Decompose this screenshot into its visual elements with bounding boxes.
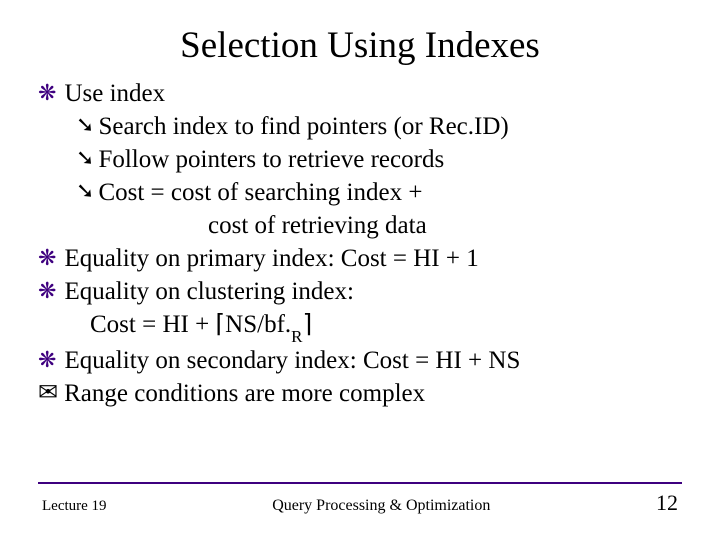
slide-title-wrap: Selection Using Indexes xyxy=(38,24,682,67)
text-eq-clustering-cost-a: Cost = HI + ⌈NS/bf. xyxy=(90,311,291,338)
arrow-down-right-icon: ➘ xyxy=(76,110,94,141)
footer-left: Lecture 19 xyxy=(42,498,107,515)
text-search-index: Search index to find pointers (or Rec.ID… xyxy=(98,110,508,143)
asterisk-icon: ❋ xyxy=(38,77,56,109)
text-eq-secondary: Equality on secondary index: Cost = HI +… xyxy=(64,344,520,377)
slide-title: Selection Using Indexes xyxy=(180,25,540,66)
slide-footer: Lecture 19 Query Processing & Optimizati… xyxy=(0,482,720,516)
text-use-index: Use index xyxy=(64,77,165,110)
cost-continuation: cost of retrieving data xyxy=(38,209,682,242)
bullet-use-index: ❋ Use index xyxy=(38,77,682,110)
bullet-eq-secondary: ❋ Equality on secondary index: Cost = HI… xyxy=(38,344,682,377)
text-follow-pointers: Follow pointers to retrieve records xyxy=(98,143,444,176)
text-eq-clustering-subscript: R xyxy=(291,327,302,346)
asterisk-icon: ❋ xyxy=(38,242,56,274)
envelope-icon: ✉ xyxy=(38,377,58,409)
footer-row: Lecture 19 Query Processing & Optimizati… xyxy=(0,490,720,516)
text-cost-line1: Cost = cost of searching index + xyxy=(98,176,422,209)
bullet-eq-clustering: ❋ Equality on clustering index: xyxy=(38,275,682,308)
slide-body: ❋ Use index ➘ Search index to find point… xyxy=(38,77,682,410)
bullet-cost: ➘ Cost = cost of searching index + xyxy=(38,176,682,209)
text-eq-primary: Equality on primary index: Cost = HI + 1 xyxy=(64,242,478,275)
asterisk-icon: ❋ xyxy=(38,344,56,376)
bullet-eq-primary: ❋ Equality on primary index: Cost = HI +… xyxy=(38,242,682,275)
bullet-follow-pointers: ➘ Follow pointers to retrieve records xyxy=(38,143,682,176)
text-cost-line2: cost of retrieving data xyxy=(208,212,427,239)
arrow-down-right-icon: ➘ xyxy=(76,143,94,174)
eq-clustering-cost: Cost = HI + ⌈NS/bf.R⌉ xyxy=(38,308,682,344)
arrow-down-right-icon: ➘ xyxy=(76,176,94,207)
bullet-search-index: ➘ Search index to find pointers (or Rec.… xyxy=(38,110,682,143)
footer-page-number: 12 xyxy=(656,490,678,516)
footer-center: Query Processing & Optimization xyxy=(107,497,656,515)
bullet-range: ✉ Range conditions are more complex xyxy=(38,377,682,410)
text-eq-clustering: Equality on clustering index: xyxy=(64,275,354,308)
footer-rule xyxy=(38,482,682,484)
text-eq-clustering-cost-b: ⌉ xyxy=(303,311,313,338)
slide: Selection Using Indexes ❋ Use index ➘ Se… xyxy=(0,0,720,540)
asterisk-icon: ❋ xyxy=(38,275,56,307)
text-range: Range conditions are more complex xyxy=(64,377,425,410)
